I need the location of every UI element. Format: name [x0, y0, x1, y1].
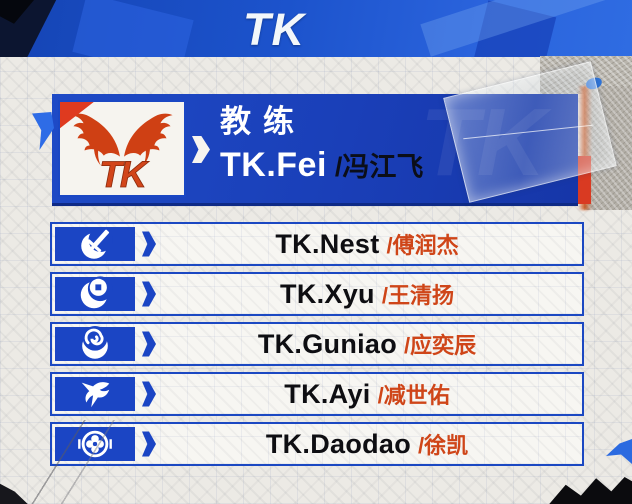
role-icon-block [55, 227, 135, 261]
header-banner: TK [0, 0, 632, 57]
chevron-right-icon [142, 231, 156, 257]
chevron-right-icon [142, 281, 156, 307]
coach-info: 教练 TK.Fei /冯江飞 [220, 101, 423, 185]
player-row-guniao: TK.Guniao /应奕辰 [50, 322, 584, 366]
role-icon-block [55, 276, 135, 311]
player-real-name: /应奕辰 [404, 333, 477, 358]
player-real-name: /王清扬 [381, 283, 454, 308]
player-real-name: /减世佑 [377, 383, 450, 408]
mid-lane-icon [82, 325, 108, 359]
player-id: TK.Xyu [280, 278, 375, 309]
player-name: TK.Nest /傅润杰 [156, 224, 578, 264]
player-row-ayi: TK.Ayi /减世佑 [50, 372, 584, 416]
player-name: TK.Xyu /王清扬 [156, 274, 578, 314]
jungle-icon [81, 382, 110, 408]
player-name: TK.Daodao /徐凯 [156, 424, 578, 464]
clash-lane-icon [81, 227, 113, 259]
chevron-right-icon [142, 331, 156, 357]
player-id: TK.Nest [275, 228, 380, 259]
blue-paint-stroke [606, 439, 632, 464]
team-name-title: TK [243, 4, 305, 55]
coach-banner: TK TK 教练 TK.Fei /冯江飞 [52, 61, 617, 206]
player-name: TK.Guniao /应奕辰 [156, 324, 578, 364]
role-icon-block [55, 325, 135, 361]
coach-name-line: TK.Fei /冯江飞 [220, 145, 423, 185]
player-row-nest: TK.Nest /傅润杰 [50, 222, 584, 266]
coach-role-label: 教练 [220, 104, 306, 139]
chevron-right-icon [142, 381, 156, 407]
player-real-name: /傅润杰 [386, 233, 459, 258]
player-row-xyu: TK.Xyu /王清扬 [50, 272, 584, 316]
player-id: TK.Ayi [284, 378, 371, 409]
chevron-right-icon [142, 431, 156, 457]
coach-id: TK.Fei [220, 145, 327, 184]
player-real-name: /徐凯 [418, 433, 469, 458]
blue-arrow-deco [32, 112, 54, 150]
player-name: TK.Ayi /减世佑 [156, 374, 578, 414]
farm-lane-icon [80, 276, 113, 309]
svg-text:TK: TK [99, 153, 150, 195]
black-brush-stroke [546, 477, 632, 504]
player-id: TK.Daodao [265, 428, 412, 459]
chevron-right-icon [192, 136, 210, 163]
player-row-daodao: TK.Daodao /徐凯 [50, 422, 584, 466]
coach-real-name: /冯江飞 [334, 151, 424, 182]
team-logo-box: TK [58, 100, 186, 197]
player-id: TK.Guniao [257, 328, 398, 359]
role-icon-block [55, 377, 135, 411]
double-dragon-tk-logo-icon: TK [71, 113, 173, 195]
pencil-line-deco [0, 420, 130, 504]
